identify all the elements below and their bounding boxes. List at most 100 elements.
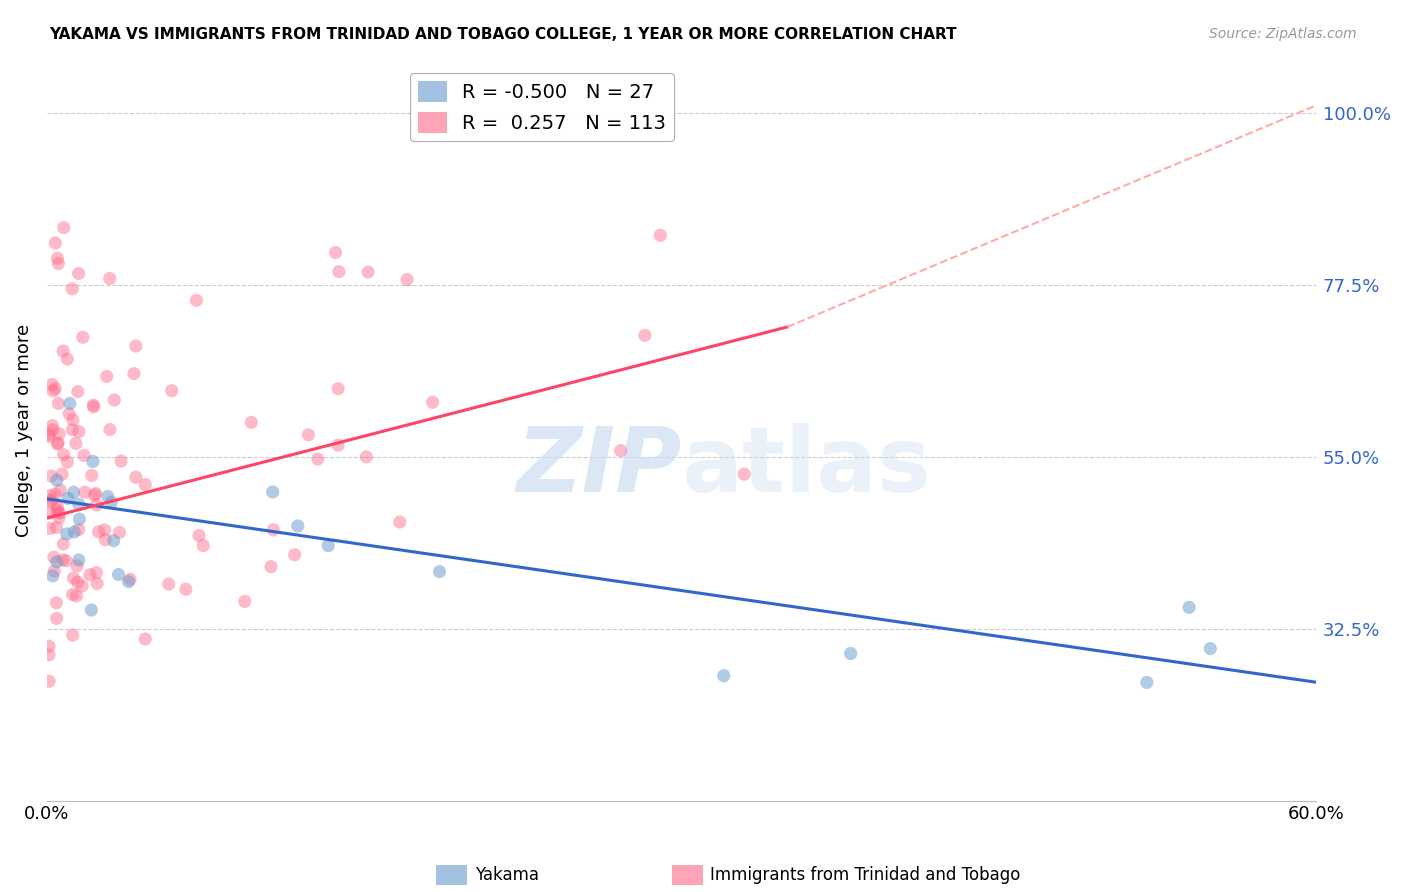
Point bbox=[839, 647, 862, 661]
Point bbox=[62, 628, 84, 642]
Point bbox=[60, 423, 83, 437]
Point bbox=[634, 328, 657, 343]
Point bbox=[67, 497, 90, 511]
Point bbox=[325, 245, 347, 260]
Point bbox=[93, 523, 115, 537]
Point bbox=[174, 582, 197, 597]
Point bbox=[326, 438, 349, 452]
Point bbox=[307, 452, 329, 467]
Point bbox=[44, 564, 66, 578]
Point bbox=[62, 587, 84, 601]
Point bbox=[39, 469, 62, 483]
Point bbox=[108, 525, 131, 540]
Point bbox=[67, 425, 90, 439]
Legend: R = -0.500   N = 27, R =  0.257   N = 113: R = -0.500 N = 27, R = 0.257 N = 113 bbox=[409, 73, 673, 141]
Point bbox=[82, 454, 104, 468]
Point bbox=[49, 483, 72, 497]
Point bbox=[44, 487, 66, 501]
Point bbox=[41, 377, 63, 392]
Point bbox=[86, 576, 108, 591]
Point bbox=[48, 426, 70, 441]
Point bbox=[86, 566, 108, 580]
Text: atlas: atlas bbox=[682, 423, 931, 511]
Point bbox=[1178, 600, 1201, 615]
Point bbox=[186, 293, 208, 308]
Point bbox=[62, 413, 84, 427]
Point bbox=[45, 596, 67, 610]
Point bbox=[94, 533, 117, 547]
Point bbox=[125, 470, 148, 484]
Point bbox=[100, 495, 122, 509]
Point bbox=[326, 382, 349, 396]
Point bbox=[45, 555, 67, 569]
Point bbox=[38, 648, 60, 662]
Point bbox=[117, 574, 139, 589]
Point bbox=[48, 510, 70, 524]
Point bbox=[70, 579, 93, 593]
Point bbox=[67, 512, 90, 526]
Point bbox=[46, 437, 69, 451]
Point bbox=[38, 674, 60, 689]
Point bbox=[45, 473, 67, 487]
Point bbox=[134, 632, 156, 646]
Point bbox=[45, 611, 67, 625]
Point bbox=[72, 330, 94, 344]
Point bbox=[83, 488, 105, 502]
Point bbox=[51, 467, 73, 482]
Point bbox=[80, 468, 103, 483]
Point bbox=[84, 486, 107, 500]
Point bbox=[328, 265, 350, 279]
Point bbox=[188, 528, 211, 542]
Point bbox=[66, 558, 89, 573]
Point bbox=[56, 351, 79, 366]
Point bbox=[157, 577, 180, 591]
Point bbox=[1199, 641, 1222, 656]
Text: Immigrants from Trinidad and Tobago: Immigrants from Trinidad and Tobago bbox=[710, 866, 1021, 884]
Point bbox=[73, 449, 96, 463]
Point bbox=[107, 567, 129, 582]
Point bbox=[39, 489, 62, 503]
Point bbox=[193, 539, 215, 553]
Point bbox=[59, 396, 82, 410]
Point bbox=[41, 418, 63, 433]
Point bbox=[52, 448, 75, 462]
Text: Source: ZipAtlas.com: Source: ZipAtlas.com bbox=[1209, 27, 1357, 41]
Point bbox=[97, 490, 120, 504]
Point bbox=[118, 572, 141, 586]
Point bbox=[316, 539, 339, 553]
Point bbox=[55, 527, 77, 541]
Point bbox=[98, 423, 121, 437]
Point bbox=[733, 467, 755, 482]
Point bbox=[160, 384, 183, 398]
Point bbox=[46, 436, 69, 450]
Point bbox=[52, 220, 75, 235]
Point bbox=[63, 524, 86, 539]
Point bbox=[65, 436, 87, 450]
Point bbox=[67, 553, 90, 567]
Point bbox=[58, 407, 80, 421]
Point bbox=[96, 369, 118, 384]
Point bbox=[83, 400, 105, 414]
Point bbox=[284, 548, 307, 562]
Point bbox=[134, 477, 156, 491]
Y-axis label: College, 1 year or more: College, 1 year or more bbox=[15, 324, 32, 537]
Point bbox=[39, 494, 62, 508]
Point bbox=[388, 515, 411, 529]
Point bbox=[260, 559, 283, 574]
Point bbox=[650, 228, 672, 243]
Point bbox=[66, 384, 89, 399]
Bar bbox=[436, 865, 467, 885]
Text: YAKAMA VS IMMIGRANTS FROM TRINIDAD AND TOBAGO COLLEGE, 1 YEAR OR MORE CORRELATIO: YAKAMA VS IMMIGRANTS FROM TRINIDAD AND T… bbox=[49, 27, 957, 42]
Point bbox=[357, 265, 380, 279]
Point bbox=[67, 267, 90, 281]
Bar bbox=[672, 865, 703, 885]
Point bbox=[46, 503, 69, 517]
Point bbox=[38, 430, 60, 444]
Point bbox=[262, 523, 284, 537]
Point bbox=[233, 594, 256, 608]
Point bbox=[240, 416, 263, 430]
Point bbox=[86, 498, 108, 512]
Point bbox=[38, 427, 60, 442]
Point bbox=[52, 344, 75, 359]
Point bbox=[38, 506, 60, 520]
